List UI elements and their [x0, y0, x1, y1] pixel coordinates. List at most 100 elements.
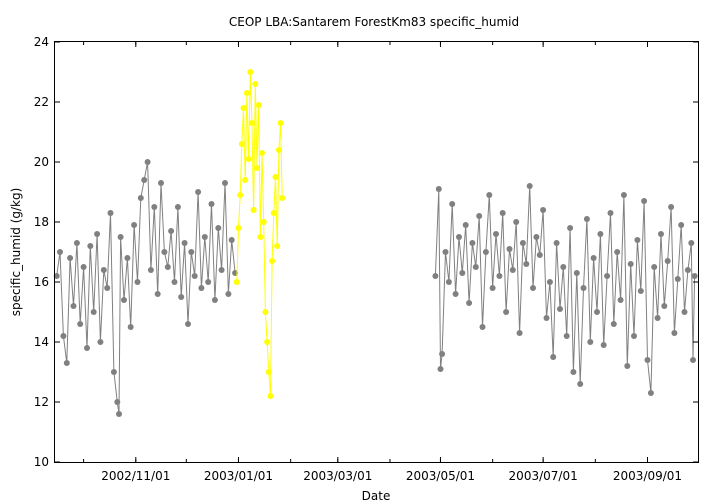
data-point [437, 366, 444, 372]
data-point [100, 267, 107, 273]
data-point [439, 351, 446, 357]
x-tick-label: 2003/01/01 [204, 469, 273, 483]
data-point [137, 195, 144, 201]
data-point [63, 360, 70, 366]
data-point [257, 234, 264, 240]
data-point [668, 204, 675, 210]
y-tick-label: 22 [34, 95, 49, 109]
y-tick-label: 16 [34, 275, 49, 289]
data-point [168, 228, 175, 234]
data-point [530, 285, 536, 291]
data-point [519, 240, 526, 246]
data-point [264, 339, 271, 345]
data-point [590, 255, 597, 261]
data-point [158, 180, 164, 186]
data-point [658, 231, 664, 237]
data-point [688, 240, 695, 246]
data-point [506, 246, 513, 252]
x-tick-label: 2003/05/01 [406, 469, 475, 483]
data-point [228, 237, 235, 243]
data-point [144, 159, 151, 165]
data-point [597, 231, 604, 237]
data-point [573, 270, 580, 276]
data-point [164, 264, 171, 270]
data-point [600, 342, 607, 348]
data-point [124, 255, 131, 261]
y-tick-label: 12 [34, 395, 49, 409]
data-point [90, 309, 97, 315]
data-point [161, 249, 168, 255]
data-point [489, 285, 496, 291]
x-tick-label: 2003/09/01 [613, 469, 682, 483]
data-point [116, 411, 122, 417]
data-point [496, 273, 503, 279]
data-point [250, 207, 257, 213]
data-point [526, 183, 533, 189]
data-point [647, 390, 654, 396]
data-point [486, 192, 493, 198]
y-tick-label: 24 [34, 35, 49, 49]
data-point [107, 210, 114, 216]
data-point [70, 303, 77, 309]
data-point [275, 147, 282, 153]
data-point [684, 267, 691, 273]
data-point [260, 219, 267, 225]
data-point [513, 219, 520, 225]
series-0 [53, 159, 698, 417]
data-point [235, 225, 242, 231]
data-point [97, 339, 104, 345]
data-point [195, 189, 202, 195]
data-point [215, 225, 222, 231]
x-tick-label: 2003/07/01 [509, 469, 578, 483]
data-point [110, 369, 117, 375]
data-point [610, 321, 617, 327]
y-tick-label: 20 [34, 155, 49, 169]
data-point [67, 255, 74, 261]
data-point [449, 201, 456, 207]
x-tick-label: 2003/03/01 [303, 469, 372, 483]
data-point [631, 333, 637, 339]
data-point [516, 330, 523, 336]
data-point [211, 297, 218, 303]
data-point [462, 222, 469, 228]
data-point [60, 333, 67, 339]
data-point [536, 252, 543, 258]
data-point [472, 264, 479, 270]
data-point [243, 90, 250, 96]
data-point [188, 249, 195, 255]
data-point [476, 213, 483, 219]
data-point [269, 258, 276, 264]
data-point [185, 321, 191, 327]
data-point [627, 261, 634, 267]
data-point [604, 273, 611, 279]
data-point [452, 291, 459, 297]
data-point [94, 231, 101, 237]
data-point [614, 249, 621, 255]
data-point [456, 234, 462, 240]
data-marks [53, 69, 698, 417]
data-point [637, 288, 644, 294]
data-point [466, 300, 473, 306]
data-point [274, 243, 281, 249]
data-point [587, 339, 594, 345]
data-point [201, 234, 208, 240]
data-point [151, 204, 158, 210]
y-tick-label: 10 [34, 455, 49, 469]
data-point [651, 264, 658, 270]
data-point [147, 267, 154, 273]
data-point [267, 393, 274, 399]
data-point [240, 105, 247, 111]
data-point [550, 354, 557, 360]
data-point [77, 321, 84, 327]
data-point [503, 309, 510, 315]
y-tick-label: 14 [34, 335, 49, 349]
data-point [681, 309, 688, 315]
data-point [580, 285, 587, 291]
data-point [73, 240, 80, 246]
data-point [499, 210, 506, 216]
data-point [233, 279, 240, 285]
plot-frame [54, 41, 699, 463]
data-point [114, 399, 121, 405]
y-axis-label: specific_humid (g/kg) [9, 188, 23, 317]
data-point [445, 279, 452, 285]
